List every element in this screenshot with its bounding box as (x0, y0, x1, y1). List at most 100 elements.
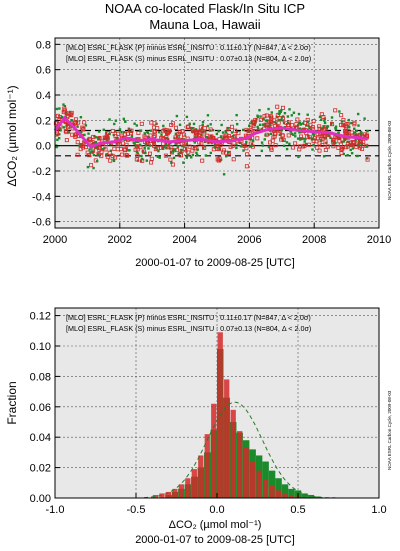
flask-p-bar (281, 484, 289, 498)
flask-s-point (290, 123, 295, 128)
flask-p-point (264, 134, 267, 137)
flask-p-point (165, 136, 168, 140)
flask-s-bar (159, 493, 165, 498)
flask-s-point (197, 130, 202, 135)
histogram-fit-curve (144, 401, 337, 499)
flask-p-point (93, 135, 96, 138)
flask-s-point (354, 144, 359, 149)
timeseries-frame (54, 37, 380, 229)
flask-p-point (308, 126, 311, 130)
flask-s-point (80, 144, 85, 149)
x-tick-label: -1.0 (46, 504, 65, 516)
flask-p-point (282, 139, 285, 142)
flask-p-point (139, 129, 143, 132)
flask-p-point (235, 113, 238, 117)
flask-s-point (163, 153, 168, 158)
flask-p-point (357, 124, 360, 127)
flask-p-point (211, 128, 215, 132)
flask-s-point (275, 104, 280, 109)
flask-s-point (263, 122, 268, 127)
flask-s-point (279, 137, 284, 142)
flask-s-point (99, 154, 104, 159)
flask-s-bar (269, 485, 275, 498)
flask-s-point (271, 135, 276, 140)
histogram-x-label: ΔCO₂ (µmol mol⁻¹) (169, 519, 262, 531)
flask-p-point (109, 142, 112, 146)
flask-p-point (221, 138, 225, 142)
flask-p-point (238, 141, 241, 144)
flask-p-point (176, 145, 180, 149)
histogram-panel: 0.00 0.02 0.04 0.06 0.08 0.10 0.12 -1.0 -0.5 0.0… (5, 307, 392, 546)
flask-s-point (155, 126, 160, 131)
timeseries-x-ticks: 2000 2002 2004 2006 2008 2010 (43, 223, 391, 246)
flask-p-point (124, 120, 127, 123)
flask-p-point (330, 116, 334, 119)
flask-s-point (281, 105, 286, 110)
flask-p-point (251, 144, 254, 147)
x-tick-label: 2010 (367, 234, 391, 246)
timeseries-y-ticks: -0.6 -0.4 -0.2 0.0 0.2 0.4 0.6 0.8 (32, 39, 60, 229)
flask-s-point (317, 126, 322, 131)
flask-p-point (269, 132, 273, 136)
flask-s-point (198, 125, 203, 130)
flask-s-point (315, 136, 320, 141)
flask-s-point (107, 150, 112, 155)
y-tick-label: 0.10 (30, 341, 51, 353)
flask-p-point (88, 148, 91, 151)
x-tick-label: 1.0 (371, 504, 386, 516)
flask-p-point (206, 137, 210, 140)
flask-s-bar (230, 409, 236, 498)
flask-s-point (148, 133, 153, 138)
flask-s-point (89, 163, 94, 168)
y-tick-label: -0.6 (32, 217, 51, 229)
flask-p-point (304, 137, 307, 141)
flask-p-point (241, 144, 244, 147)
timeseries-y-label: ΔCO₂ (µmol mol⁻¹) (5, 85, 19, 186)
flask-p-point (259, 115, 262, 118)
flask-s-point (190, 128, 195, 133)
flask-s-point (193, 131, 198, 136)
flask-p-point (103, 147, 106, 150)
flask-s-point (268, 140, 273, 145)
flask-p-point (172, 156, 176, 160)
flask-s-bar (152, 494, 159, 498)
flask-s-point (169, 150, 174, 155)
flask-p-point (325, 127, 329, 130)
flask-s-point (205, 133, 210, 138)
flask-s-point (361, 139, 366, 144)
flask-s-point (165, 145, 170, 150)
flask-p-point (58, 107, 61, 110)
flask-s-bar (165, 491, 172, 498)
flask-p-point (196, 153, 199, 157)
flask-p-point (328, 134, 331, 137)
flask-p-point (57, 137, 61, 140)
x-tick-label: 2006 (237, 234, 261, 246)
flask-p-bar (268, 470, 276, 498)
flask-s-point (118, 147, 123, 152)
flask-s-point (215, 157, 220, 162)
flask-p-point (242, 128, 245, 132)
flask-s-point (153, 129, 158, 134)
flask-s-bar (191, 469, 197, 498)
flask-s-point (244, 164, 249, 169)
flask-p-point (306, 121, 309, 124)
flask-s-point (97, 136, 102, 141)
flask-p-point (193, 145, 197, 148)
flask-s-point (74, 122, 79, 127)
histogram-legend-s: [MLO] ESRL_FLASK (S) minus ESRL_INSITU :… (66, 324, 311, 333)
flask-s-point (343, 129, 348, 134)
flask-p-point (191, 153, 195, 157)
flask-p-point (147, 140, 151, 144)
timeseries-legend-s: [MLO] ESRL_FLASK (S) minus ESRL_INSITU :… (66, 54, 311, 63)
flask-p-point (283, 111, 287, 115)
flask-p-point (174, 142, 177, 145)
flask-p-point (351, 147, 355, 150)
flask-p-point (299, 138, 302, 141)
timeseries-legend-p: [MLO] ESRL_FLASK (P) minus ESRL_INSITU :… (66, 43, 311, 52)
flask-p-point (206, 124, 209, 128)
flask-s-point (320, 136, 325, 141)
flask-p-point (260, 127, 264, 131)
flask-s-point (193, 134, 198, 139)
flask-p-point (220, 123, 223, 127)
flask-s-point (233, 134, 238, 139)
